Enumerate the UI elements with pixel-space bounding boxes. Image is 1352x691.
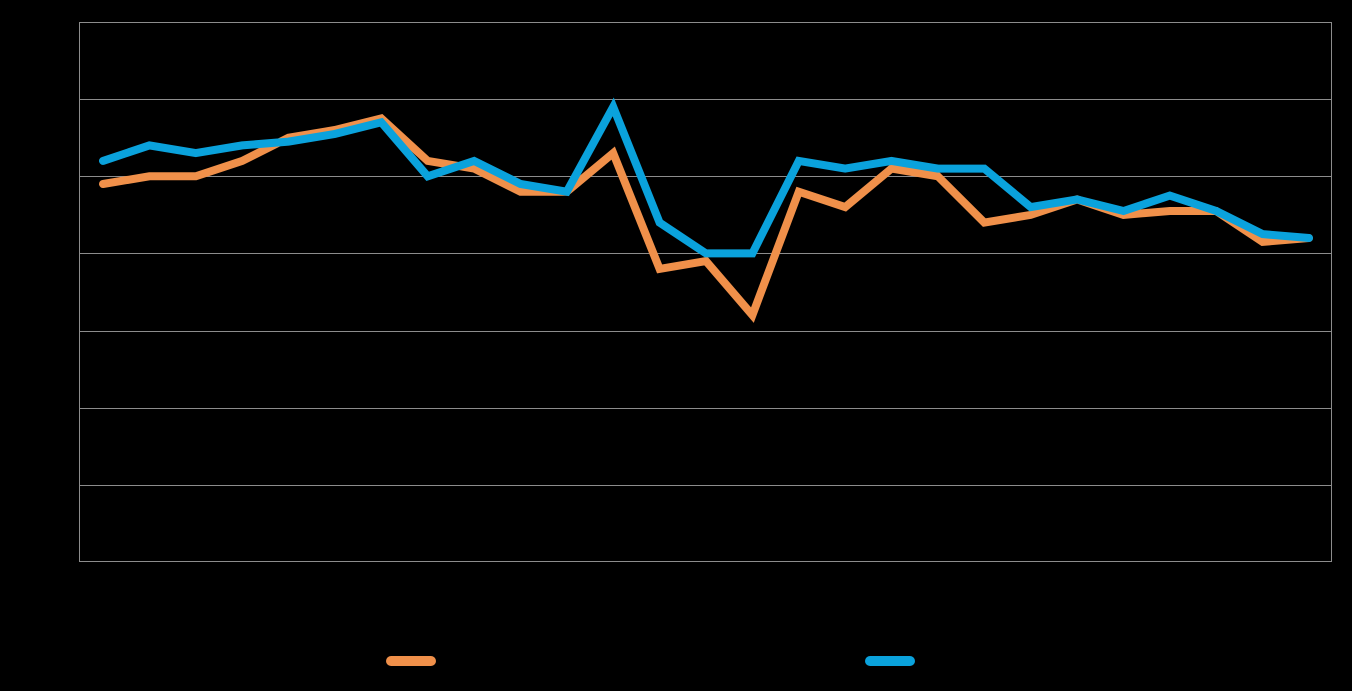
gridlines — [80, 99, 1331, 486]
series-line-2 — [99, 97, 1313, 258]
plot-area-frame — [79, 22, 1332, 562]
series-lines — [99, 97, 1313, 323]
series-line-1 — [99, 113, 1313, 323]
